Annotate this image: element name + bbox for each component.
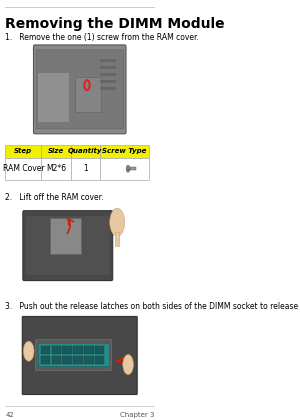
Bar — [50, 218, 81, 254]
Bar — [21, 315, 138, 396]
Circle shape — [123, 354, 134, 375]
Bar — [62, 356, 72, 364]
Bar — [100, 80, 116, 83]
Bar — [37, 72, 69, 122]
Bar — [5, 158, 41, 180]
Text: Step: Step — [14, 148, 32, 154]
Bar — [115, 232, 119, 246]
Circle shape — [126, 165, 130, 172]
Bar — [100, 145, 149, 158]
Text: Screw Type: Screw Type — [102, 148, 147, 154]
Bar — [71, 158, 100, 180]
Bar — [52, 356, 61, 364]
Bar — [40, 346, 50, 354]
Bar — [41, 158, 71, 180]
Bar — [52, 346, 61, 354]
Bar — [40, 356, 50, 364]
Text: 42: 42 — [5, 412, 14, 418]
Bar — [100, 158, 149, 180]
Bar — [100, 87, 116, 90]
Bar — [62, 346, 72, 354]
Text: RAM Cover: RAM Cover — [3, 164, 44, 173]
Bar — [73, 356, 83, 364]
Bar — [32, 42, 128, 137]
FancyBboxPatch shape — [22, 317, 137, 394]
Bar — [35, 339, 111, 370]
Circle shape — [23, 341, 34, 361]
Bar — [21, 205, 138, 285]
Text: Size: Size — [48, 148, 64, 154]
Bar — [41, 145, 71, 158]
Bar — [95, 356, 104, 364]
FancyBboxPatch shape — [36, 50, 123, 129]
Text: 3.   Push out the release latches on both sides of the DIMM socket to release th: 3. Push out the release latches on both … — [5, 302, 300, 310]
Bar — [5, 145, 41, 158]
Bar — [100, 73, 116, 76]
Text: 2.   Lift off the RAM cover.: 2. Lift off the RAM cover. — [5, 193, 104, 202]
Text: 1.   Remove the one (1) screw from the RAM cover.: 1. Remove the one (1) screw from the RAM… — [5, 33, 199, 42]
Bar — [73, 346, 83, 354]
Bar — [84, 356, 94, 364]
FancyBboxPatch shape — [34, 45, 126, 134]
Bar — [100, 59, 116, 62]
Text: Quantity: Quantity — [68, 148, 103, 154]
FancyBboxPatch shape — [23, 211, 113, 281]
Bar — [38, 343, 109, 366]
Bar — [84, 346, 94, 354]
Bar — [100, 66, 116, 69]
FancyBboxPatch shape — [26, 216, 110, 276]
Text: Chapter 3: Chapter 3 — [120, 412, 154, 418]
Bar — [75, 76, 100, 112]
Bar — [95, 346, 104, 354]
Text: 1: 1 — [83, 164, 88, 173]
Circle shape — [110, 208, 124, 236]
Bar — [130, 167, 136, 170]
Text: M2*6: M2*6 — [46, 164, 66, 173]
Text: Removing the DIMM Module: Removing the DIMM Module — [5, 17, 225, 31]
Bar — [71, 145, 100, 158]
